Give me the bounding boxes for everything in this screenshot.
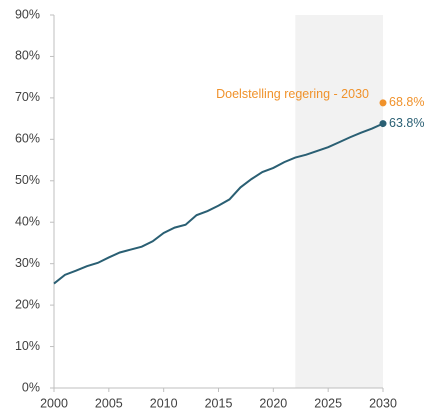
y-tick-label: 0% bbox=[22, 380, 40, 394]
y-tick-label: 30% bbox=[15, 256, 40, 270]
end-value-label: 63.8% bbox=[389, 116, 424, 130]
y-tick-label: 20% bbox=[15, 297, 40, 311]
y-tick-label: 60% bbox=[15, 132, 40, 146]
x-tick-label: 2010 bbox=[150, 396, 178, 410]
target-value-label: 68.8% bbox=[389, 95, 424, 109]
data-line bbox=[53, 122, 384, 285]
target-annotation: Doelstelling regering - 2030 bbox=[216, 87, 369, 101]
x-tick-label: 2005 bbox=[95, 396, 123, 410]
x-tick-label: 2020 bbox=[259, 396, 287, 410]
y-tick-label: 80% bbox=[15, 49, 40, 63]
y-tick-label: 70% bbox=[15, 90, 40, 104]
x-tick-label: 2025 bbox=[314, 396, 342, 410]
x-tick-label: 2000 bbox=[40, 396, 68, 410]
y-tick-label: 90% bbox=[15, 7, 40, 21]
x-tick-label: 2015 bbox=[205, 396, 233, 410]
y-tick-label: 50% bbox=[15, 173, 40, 187]
y-tick-label: 40% bbox=[15, 215, 40, 229]
end-point bbox=[379, 120, 387, 128]
projection-region bbox=[295, 15, 383, 388]
target-point bbox=[379, 99, 387, 107]
x-tick-label: 2030 bbox=[369, 396, 397, 410]
y-tick-label: 10% bbox=[15, 339, 40, 353]
